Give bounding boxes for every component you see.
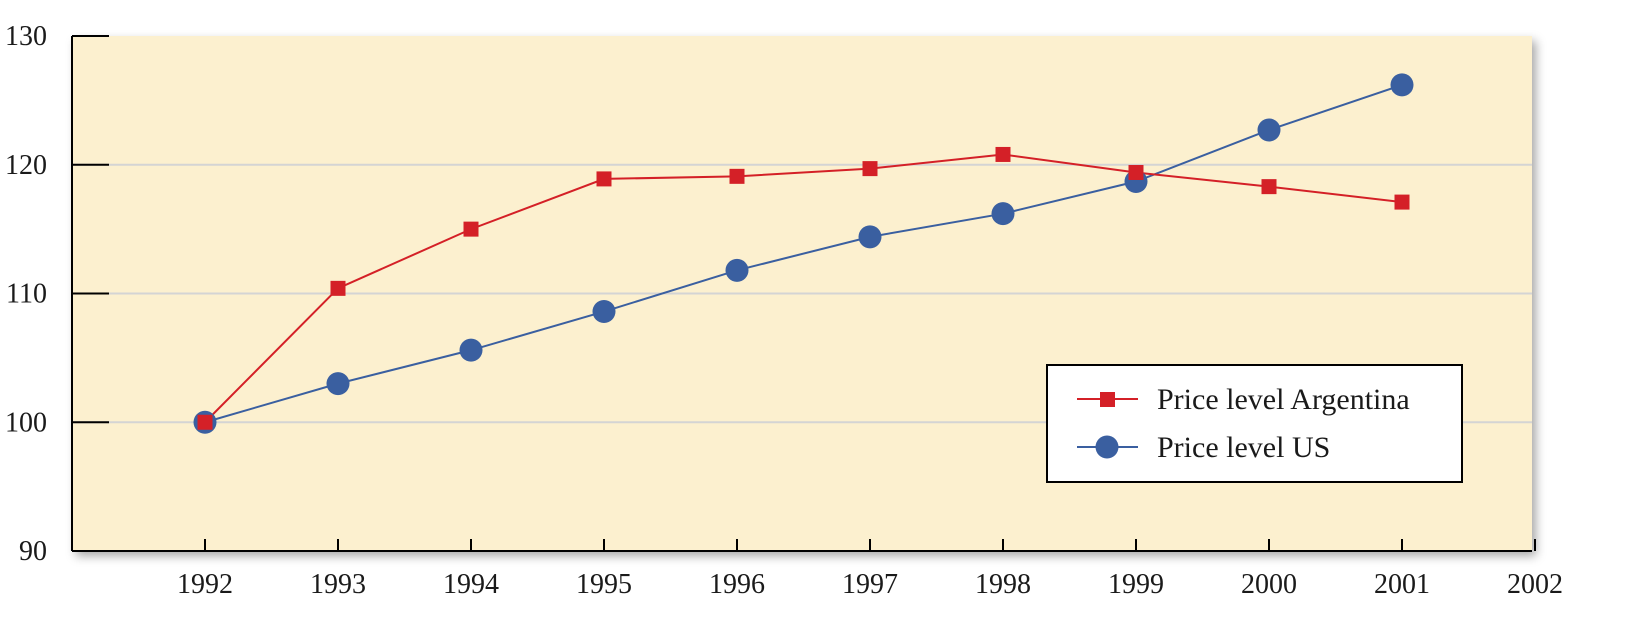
argentina-data-point xyxy=(1128,164,1144,180)
argentina-data-point xyxy=(596,171,612,187)
x-tick-label: 1998 xyxy=(975,569,1031,600)
series-layer xyxy=(193,73,1414,434)
series-line-us xyxy=(204,83,1403,424)
x-tick-label: 1992 xyxy=(177,569,233,600)
legend-box xyxy=(1046,364,1463,483)
x-tick-label: 1993 xyxy=(310,569,366,600)
y-tick-label: 130 xyxy=(5,21,47,52)
x-tick-label: 2002 xyxy=(1507,569,1563,600)
y-tick-label: 90 xyxy=(19,536,47,567)
legend: Price level Argentina Price level US xyxy=(1046,364,1463,483)
us-data-point xyxy=(592,300,616,324)
y-tick-label: 110 xyxy=(6,279,47,310)
x-tick-label: 2000 xyxy=(1241,569,1297,600)
legend-marker-argentina xyxy=(1100,392,1115,407)
legend-marker-us xyxy=(1095,435,1119,459)
argentina-data-point xyxy=(330,280,346,296)
x-tick-label: 1994 xyxy=(443,569,499,600)
y-tick-label: 100 xyxy=(5,407,47,438)
y-tick-label: 120 xyxy=(5,150,47,181)
x-tick-label: 1995 xyxy=(576,569,632,600)
argentina-data-point xyxy=(463,221,479,237)
us-data-point xyxy=(1257,118,1281,142)
legend-label-us: Price level US xyxy=(1157,431,1330,464)
x-tick-label: 1996 xyxy=(709,569,765,600)
us-data-point xyxy=(725,258,749,282)
argentina-data-point xyxy=(862,161,878,177)
argentina-data-point xyxy=(197,414,213,430)
argentina-data-point xyxy=(1261,179,1277,195)
x-tick-label: 2001 xyxy=(1374,569,1430,600)
us-data-point xyxy=(459,338,483,362)
legend-label-argentina: Price level Argentina xyxy=(1157,383,1410,416)
argentina-data-point xyxy=(1394,194,1410,210)
x-axis-ticks: 1992 1993 1994 1995 1996 1997 1998 1999 2000 2001… xyxy=(177,539,1563,600)
y-axis-ticks: 90 100 110 120 130 xyxy=(5,21,109,567)
argentina-data-point xyxy=(729,168,745,184)
x-tick-label: 1999 xyxy=(1108,569,1164,600)
series-line-argentina xyxy=(204,153,1403,423)
us-data-point xyxy=(326,372,350,396)
us-data-point xyxy=(991,202,1015,226)
us-data-point xyxy=(1390,73,1414,97)
x-tick-label: 1997 xyxy=(842,569,898,600)
us-data-point xyxy=(858,225,882,249)
argentina-data-point xyxy=(995,146,1011,162)
